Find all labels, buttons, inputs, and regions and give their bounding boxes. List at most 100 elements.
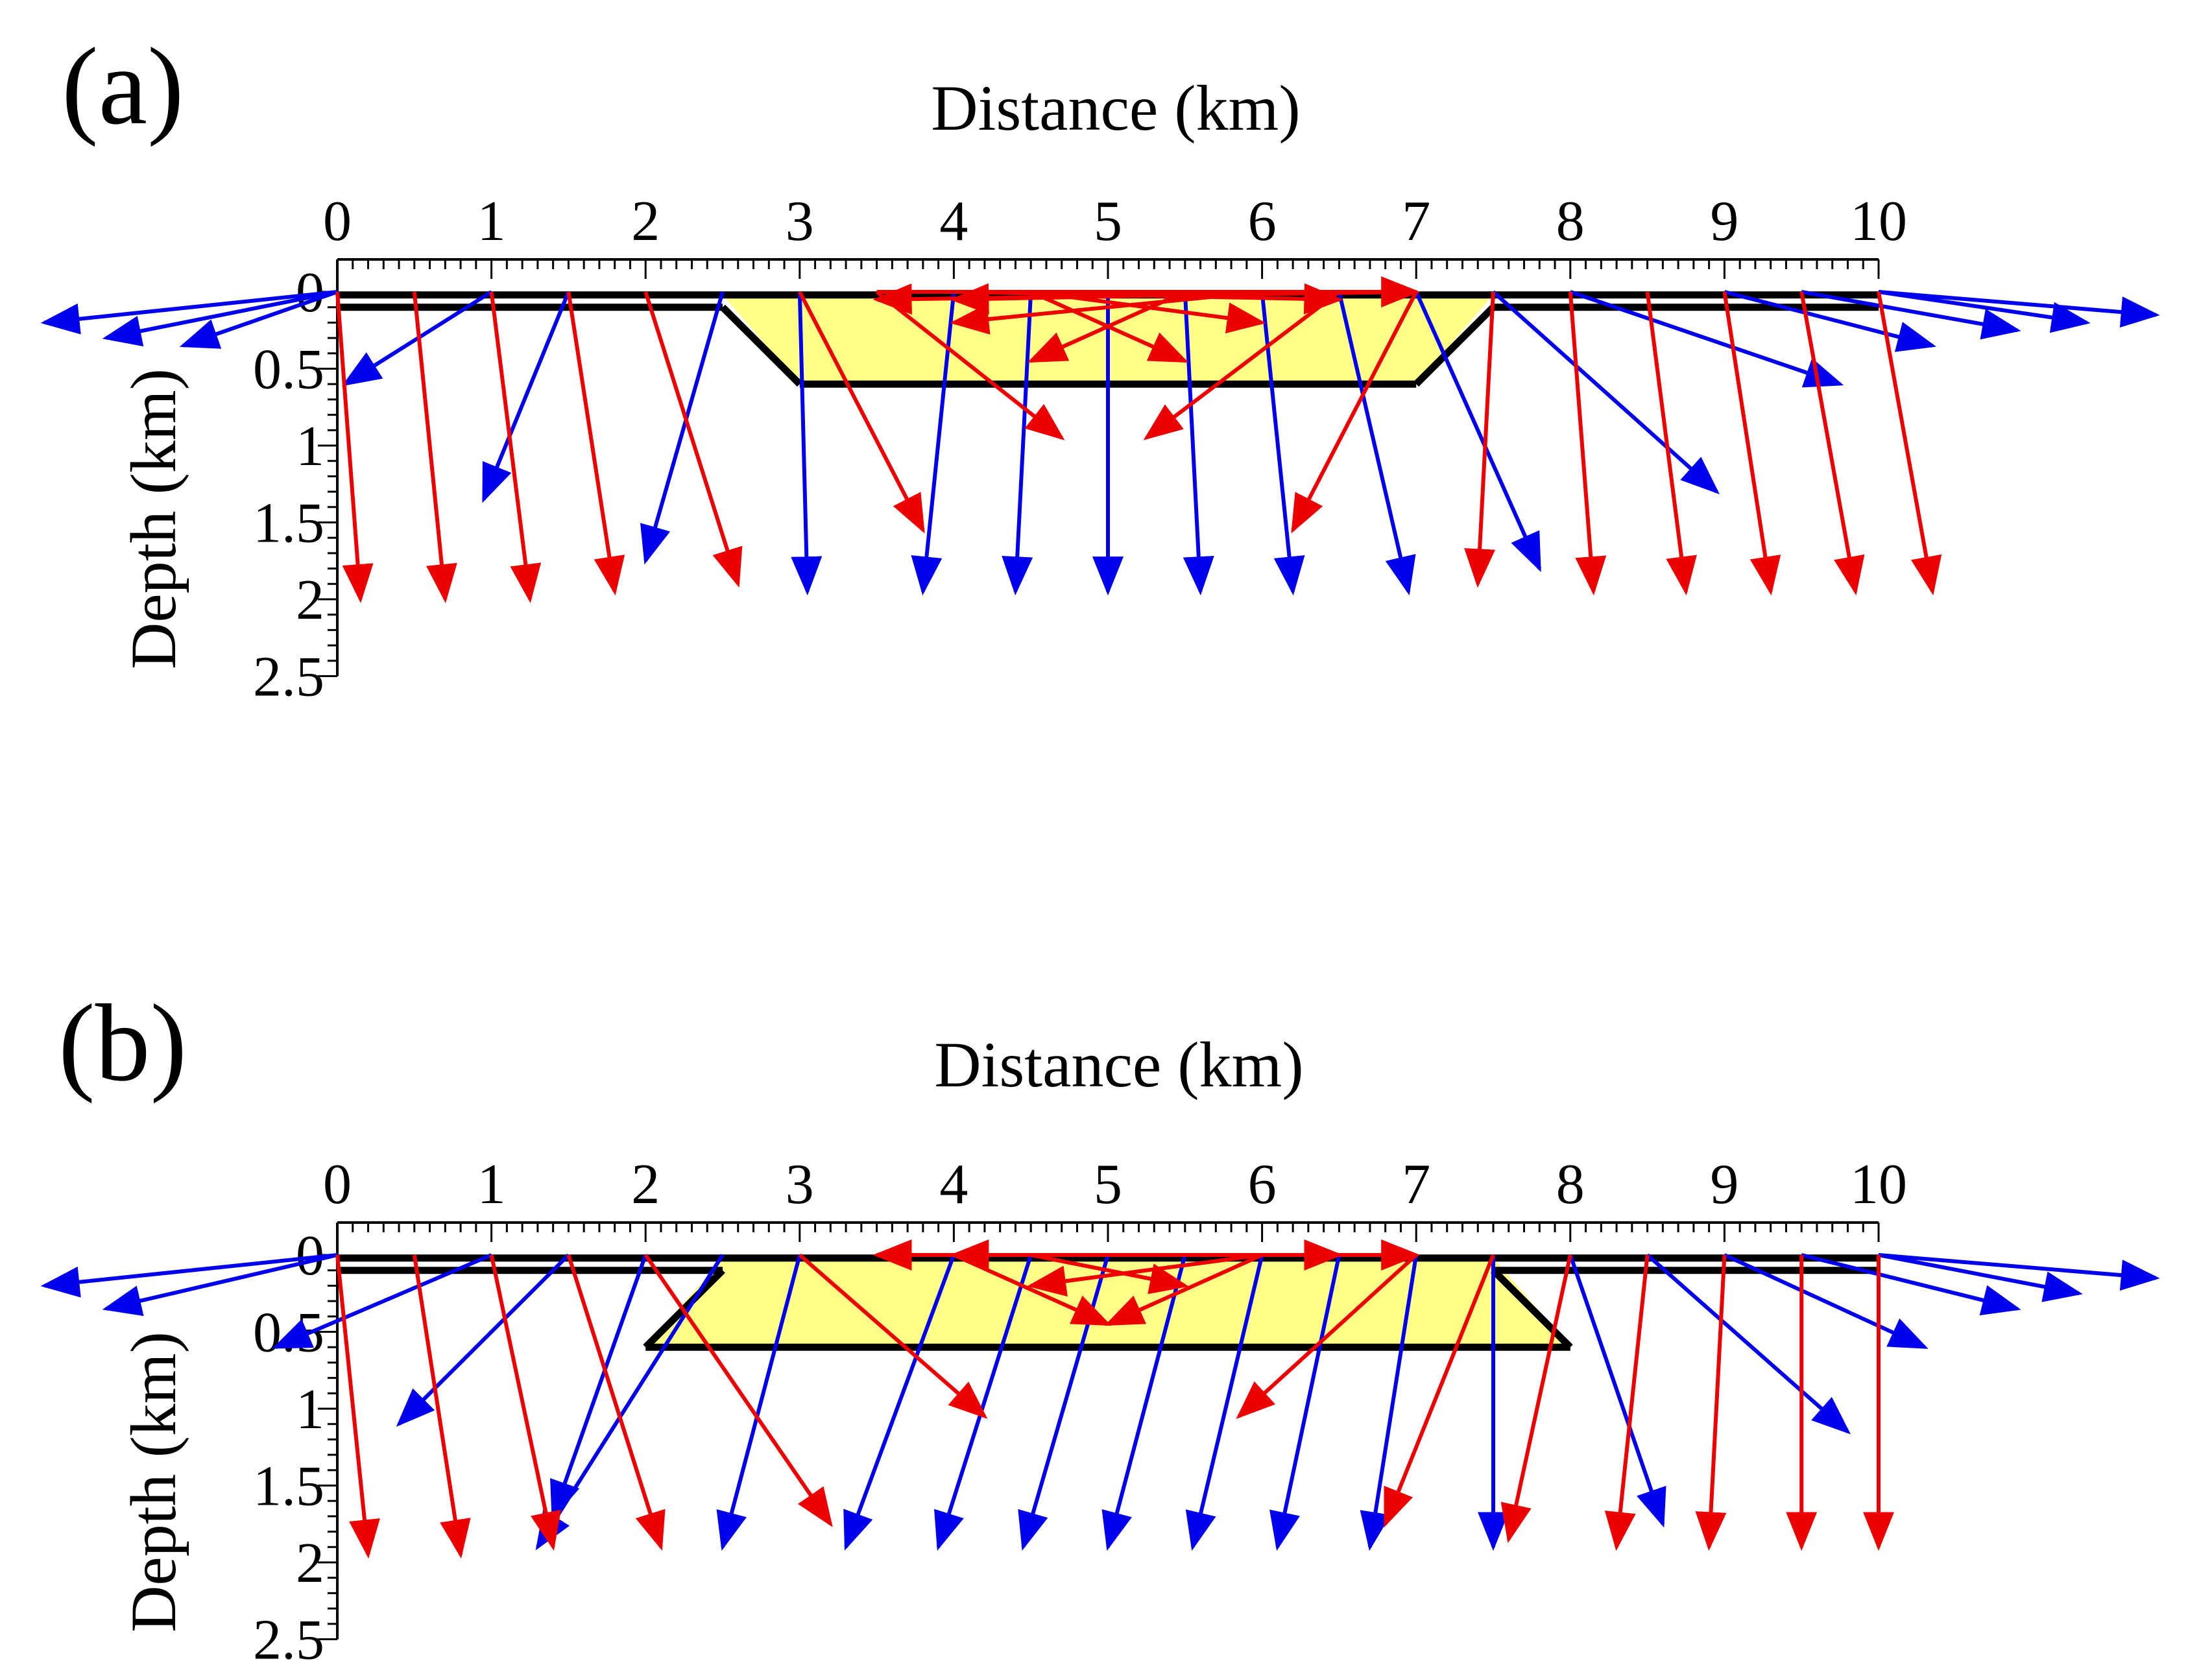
axes <box>318 1221 1880 1640</box>
red-ray-arrow <box>1030 1253 1189 1295</box>
red-ray-arrow <box>335 1254 380 1559</box>
blue-ray-arrow <box>1801 290 2021 340</box>
red-ray-arrow <box>412 1254 471 1559</box>
blue-ray-arrow <box>1569 290 1844 388</box>
blue-ray-arrow <box>791 291 823 596</box>
red-ray-arrow <box>875 290 1065 440</box>
x-tick-label: 2 <box>631 1153 660 1216</box>
axes <box>318 258 1880 677</box>
y-tick-label: 2.5 <box>253 1609 324 1672</box>
red-ray-arrow <box>1722 291 1781 596</box>
right-wall-line <box>1413 304 1496 387</box>
y-tick-label: 2.5 <box>253 646 324 709</box>
x-tick-label: 0 <box>323 190 352 253</box>
blue-ray-arrow <box>1878 1253 2083 1302</box>
x-tick-label: 10 <box>1850 1153 1907 1216</box>
blue-ray-arrow <box>1878 1253 2160 1291</box>
x-tick-label: 6 <box>1248 1153 1277 1216</box>
red-ray-arrow <box>1027 290 1186 363</box>
x-tick-label: 2 <box>631 190 660 253</box>
x-tick-label: 10 <box>1850 190 1907 253</box>
x-tick-label: 8 <box>1556 1153 1585 1216</box>
y-tick-label: 2 <box>296 1532 324 1595</box>
red-ray-arrow <box>1143 290 1341 440</box>
blue-ray-arrow <box>1337 291 1416 595</box>
ray-arrows <box>40 276 2160 603</box>
blue-ray-arrow <box>1414 291 1542 573</box>
y-tick-label: 1.5 <box>253 1455 324 1518</box>
x-tick-label: 8 <box>1556 190 1585 253</box>
blue-ray-arrow <box>1185 1254 1264 1551</box>
red-ray-arrow <box>1027 1253 1262 1297</box>
x-tick-label: 6 <box>1248 190 1277 253</box>
y-axis-title: Depth (km) <box>117 368 189 669</box>
x-tick-labels: 0 1 2 3 4 5 6 7 8 9 10 <box>323 190 1907 253</box>
y-tick-label: 1 <box>296 1378 324 1441</box>
blue-ray-arrow <box>1260 291 1305 596</box>
red-ray-arrow <box>412 291 457 603</box>
red-ray-arrow <box>1383 1254 1495 1528</box>
red-ray-arrow <box>1291 291 1418 534</box>
blue-ray-arrow <box>40 290 338 335</box>
blue-ray-arrow <box>911 291 956 596</box>
y-tick-label: 1.5 <box>253 492 324 555</box>
red-ray-arrow <box>950 290 1262 335</box>
blue-ray-arrow <box>1360 1254 1419 1551</box>
blue-ray-arrow <box>1568 1254 1666 1528</box>
ray-arrows <box>40 1239 2160 1559</box>
x-tick-label: 4 <box>939 190 968 253</box>
y-axis-title: Depth (km) <box>117 1332 189 1632</box>
red-ray-arrow <box>1877 291 1942 596</box>
blue-ray-arrow <box>843 1254 956 1551</box>
red-ray-arrow <box>798 1253 988 1419</box>
y-tick-label: 2 <box>296 569 324 632</box>
x-tick-label: 1 <box>477 190 506 253</box>
blue-ray-arrow <box>1724 1253 1929 1349</box>
red-ray-arrow <box>1500 1254 1572 1544</box>
red-ray-arrow <box>1645 291 1697 596</box>
y-tick-labels: 00.511.522.5 <box>253 261 324 709</box>
blue-ray-arrow <box>1878 290 2160 328</box>
y-tick-label: 0.5 <box>253 339 324 401</box>
red-ray-arrow <box>1568 291 1607 596</box>
blue-ray-arrow <box>1878 290 2091 333</box>
red-ray-arrow <box>953 1253 1112 1326</box>
x-tick-labels: 0 1 2 3 4 5 6 7 8 9 10 <box>323 1153 1907 1216</box>
red-ray-arrow <box>1104 1253 1263 1326</box>
blue-ray-arrow <box>1269 1254 1341 1551</box>
x-tick-label: 7 <box>1402 190 1430 253</box>
blue-ray-arrow <box>40 1253 338 1298</box>
blue-ray-arrow <box>481 291 571 503</box>
x-tick-label: 4 <box>939 1153 968 1216</box>
blue-ray-arrow <box>550 1254 648 1520</box>
blue-ray-arrow <box>272 1253 492 1349</box>
red-ray-arrow <box>566 1254 666 1551</box>
blue-ray-arrow <box>1646 1253 1851 1435</box>
red-ray-arrow <box>489 291 542 603</box>
blue-ray-arrow <box>535 1254 725 1551</box>
red-ray-arrow <box>1799 291 1865 596</box>
panel-label: (a) <box>62 25 184 147</box>
blue-ray-arrow <box>1492 290 1720 495</box>
blue-ray-arrow <box>102 1253 338 1317</box>
x-tick-label: 9 <box>1710 190 1738 253</box>
red-ray-arrow <box>950 283 1340 315</box>
x-tick-label: 5 <box>1094 1153 1122 1216</box>
blue-ray-arrow <box>640 291 725 565</box>
red-ray-arrow <box>1236 1253 1418 1419</box>
red-ray-arrow <box>798 291 925 534</box>
panel-a: (a) Distance (km) Depth (km) 0 1 2 3 4 5 6 7 8 9 1… <box>40 25 2160 709</box>
blue-ray-arrow <box>396 1253 570 1427</box>
x-tick-label: 3 <box>786 1153 814 1216</box>
x-tick-label: 5 <box>1094 190 1122 253</box>
x-tick-label: 9 <box>1710 1153 1738 1216</box>
panel-b: (b) Distance (km) Depth (km) 0 1 2 3 4 5 6 7 8 9 1… <box>40 982 2160 1672</box>
red-ray-arrow <box>566 291 625 596</box>
red-ray-arrow <box>1464 291 1496 588</box>
x-tick-label: 0 <box>323 1153 352 1216</box>
blue-ray-arrow <box>179 290 338 349</box>
blue-ray-arrow <box>102 290 338 347</box>
x-tick-label: 1 <box>477 1153 506 1216</box>
y-tick-labels: 00.511.522.5 <box>253 1224 324 1672</box>
